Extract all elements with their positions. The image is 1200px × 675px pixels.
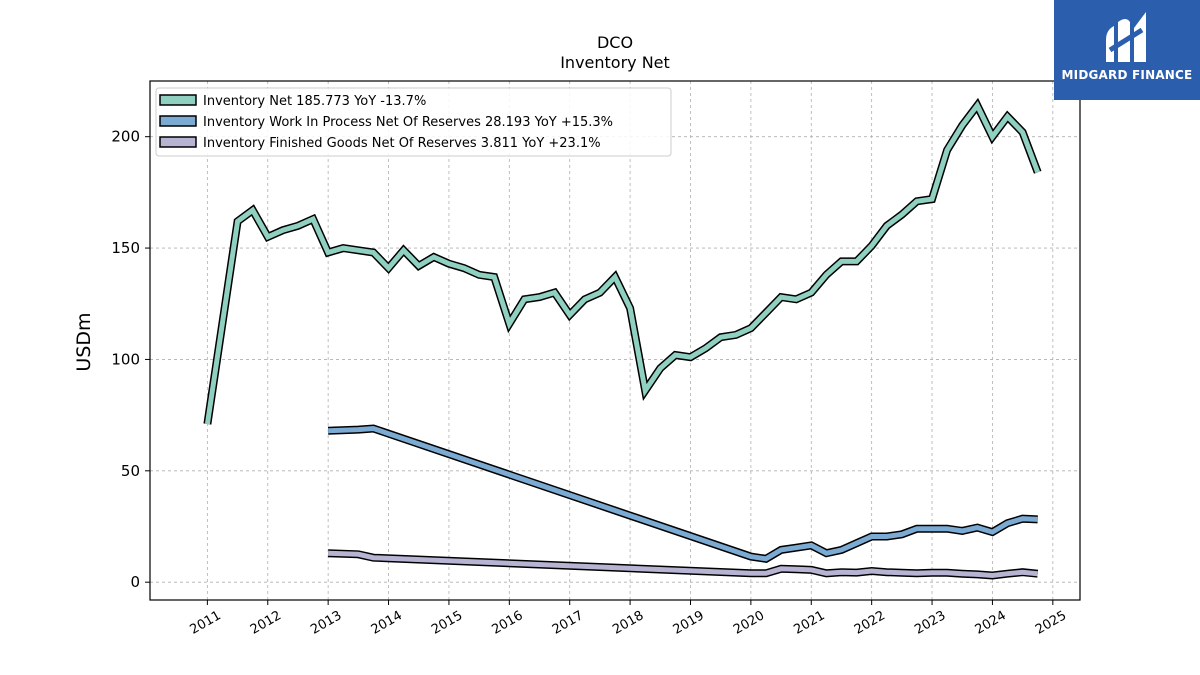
x-tick-label: 2015 [429, 608, 465, 638]
brand-logo-mark-icon [1106, 12, 1146, 62]
series-line-0 [204, 100, 1041, 425]
chart-subtitle: Inventory Net [560, 53, 670, 72]
x-tick-label: 2019 [671, 608, 707, 638]
x-tick-label: 2012 [248, 608, 284, 638]
x-tick-label: 2016 [489, 608, 525, 638]
legend-entry: Inventory Finished Goods Net Of Reserves… [203, 136, 601, 151]
x-tick-label: 2014 [369, 608, 405, 638]
x-tick-label: 2018 [610, 608, 646, 638]
x-tick-label: 2017 [550, 608, 586, 638]
y-tick-label: 0 [130, 573, 140, 591]
x-tick-label: 2023 [912, 608, 948, 638]
series-line-1 [328, 425, 1038, 562]
legend-swatch [159, 94, 197, 106]
y-tick-label: 50 [121, 462, 140, 480]
y-tick-label: 150 [111, 239, 140, 257]
plot-frame [149, 80, 1081, 601]
x-tick-label: 2025 [1033, 608, 1069, 638]
legend: Inventory Net 185.773 YoY -13.7% Inventor… [155, 87, 672, 157]
y-axis-ticks: 0 50 100 150 200 [111, 128, 150, 591]
chart-title: DCO [597, 33, 633, 52]
x-tick-label: 2022 [852, 608, 888, 638]
x-tick-label: 2021 [791, 608, 827, 638]
y-tick-label: 200 [111, 128, 140, 146]
x-tick-label: 2013 [308, 608, 344, 638]
series-line-2 [328, 550, 1038, 579]
brand-logo-text: MIDGARD FINANCE [1061, 68, 1193, 82]
legend-box [155, 87, 672, 157]
legend-swatch [159, 115, 197, 127]
x-tick-label: 2020 [731, 608, 767, 638]
series-lines [203, 97, 1042, 580]
y-axis-label: USDm [73, 312, 95, 371]
legend-entry: Inventory Net 185.773 YoY -13.7% [203, 94, 426, 109]
x-axis-ticks: 2011 2012 2013 2014 2015 2016 2017 2018 2019 2020… [188, 600, 1069, 638]
y-tick-label: 100 [111, 350, 140, 368]
x-tick-label: 2024 [973, 608, 1009, 638]
brand-logo: MIDGARD FINANCE [1054, 0, 1200, 100]
legend-swatch [159, 136, 197, 148]
x-tick-label: 2011 [188, 608, 224, 638]
legend-entry: Inventory Work In Process Net Of Reserve… [203, 115, 613, 130]
